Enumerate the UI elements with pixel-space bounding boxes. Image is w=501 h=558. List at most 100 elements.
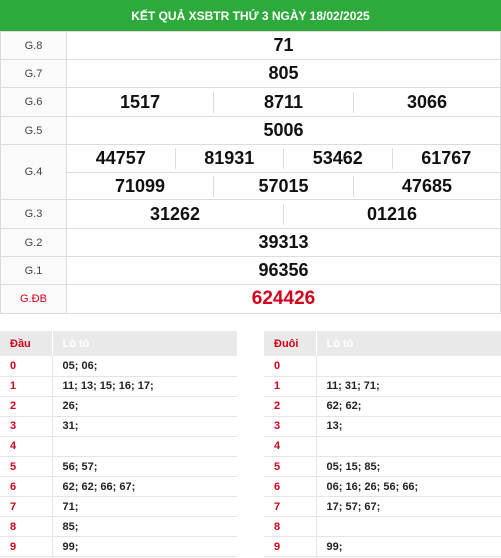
loto-key: 7 <box>264 496 317 518</box>
loto-row: 4 <box>264 436 501 457</box>
loto-row: 9 99; <box>264 536 501 558</box>
loto-values: 05; 15; 85; <box>316 456 501 478</box>
loto-values: 26; <box>52 396 237 417</box>
loto-header: Lô tô <box>315 331 501 356</box>
prize-label: G.6 <box>0 87 67 117</box>
loto-values: 62; 62; 66; 67; <box>52 476 237 498</box>
loto-row: 8 85; <box>0 516 237 538</box>
prize-row-g6: G.6 1517 8711 3066 <box>0 87 501 117</box>
loto-row: 1 11; 13; 15; 16; 17; <box>0 376 237 397</box>
loto-values: 06; 16; 26; 56; 66; <box>316 476 501 498</box>
prize-number: 01216 <box>366 203 418 224</box>
loto-row: 5 05; 15; 85; <box>264 456 501 478</box>
prize-number: 96356 <box>258 260 309 280</box>
loto-values: 17; 57; 67; <box>316 496 501 518</box>
loto-values: 85; <box>52 516 237 538</box>
prize-number: 8711 <box>263 91 304 112</box>
loto-key: 8 <box>264 516 317 538</box>
loto-key: 6 <box>264 476 317 498</box>
loto-key: 7 <box>0 496 53 518</box>
dau-header: Đầu <box>0 331 52 356</box>
loto-row: 7 17; 57; 67; <box>264 496 501 518</box>
prize-label: G.4 <box>0 144 67 200</box>
prize-row-g8: G.8 71 <box>0 31 501 60</box>
loto-key: 4 <box>0 436 53 457</box>
loto-row: 8 <box>264 516 501 538</box>
loto-key: 3 <box>264 416 317 437</box>
loto-values <box>316 356 501 377</box>
loto-values: 56; 57; <box>52 456 237 478</box>
prize-number: 47685 <box>401 175 452 196</box>
loto-key: 9 <box>264 536 317 558</box>
prize-row-g3: G.3 31262 01216 <box>0 199 501 229</box>
loto-key: 1 <box>264 376 317 397</box>
loto-row: 0 05; 06; <box>0 356 237 377</box>
prize-label: G.3 <box>0 199 67 229</box>
loto-row: 2 62; 62; <box>264 396 501 417</box>
prize-label: G.2 <box>0 228 67 257</box>
prize-number: 71 <box>273 35 294 55</box>
loto-key: 3 <box>0 416 53 437</box>
prize-label-special: G.ĐB <box>0 284 67 314</box>
prize-number: 3066 <box>406 91 447 112</box>
loto-key: 2 <box>0 396 53 417</box>
prize-row-g2: G.2 39313 <box>0 228 501 257</box>
loto-key: 0 <box>264 356 317 377</box>
loto-header: Lô tô <box>51 331 237 356</box>
loto-key: 5 <box>0 456 53 478</box>
loto-row: 7 71; <box>0 496 237 518</box>
prize-row-g4-second: 71099 57015 47685 <box>1 172 501 200</box>
loto-values: 11; 13; 15; 16; 17; <box>52 376 237 397</box>
loto-row: 3 31; <box>0 416 237 437</box>
loto-key: 1 <box>0 376 53 397</box>
loto-key: 2 <box>264 396 317 417</box>
prize-label: G.8 <box>0 31 67 60</box>
prize-number: 805 <box>268 63 299 83</box>
loto-duoi-table: Đuôi Lô tô 0 1 11; 31; 71; 2 62; 62; 3 13; 4 5 05… <box>264 331 501 558</box>
prize-number: 44757 <box>95 148 146 168</box>
prize-number: 53462 <box>312 148 363 168</box>
prize-number: 57015 <box>258 175 309 196</box>
loto-row: 9 99; <box>0 536 237 558</box>
loto-values: 31; <box>52 416 237 437</box>
loto-values: 13; <box>316 416 501 437</box>
prize-label: G.5 <box>0 116 67 145</box>
loto-values <box>316 516 501 538</box>
prize-row-g7: G.7 805 <box>0 59 501 88</box>
loto-values: 99; <box>316 536 501 558</box>
loto-key: 4 <box>264 436 317 457</box>
loto-values: 11; 31; 71; <box>316 376 501 397</box>
loto-values <box>316 436 501 457</box>
results-title: KẾT QUẢ XSBTR THỨ 3 NGÀY 18/02/2025 <box>0 0 501 31</box>
loto-key: 6 <box>0 476 53 498</box>
loto-section: Đầu Lô tô 0 05; 06; 1 11; 13; 15; 16; 17; 2 2… <box>0 331 501 558</box>
loto-row: 1 11; 31; 71; <box>264 376 501 397</box>
prize-number: 71099 <box>115 175 166 196</box>
loto-values: 05; 06; <box>52 356 237 377</box>
special-prize-number: 624426 <box>251 288 316 309</box>
loto-row: 3 13; <box>264 416 501 437</box>
duoi-header: Đuôi <box>264 331 316 356</box>
prize-label: G.1 <box>0 256 67 285</box>
loto-values <box>52 436 237 457</box>
loto-row: 4 <box>0 436 237 457</box>
loto-values: 71; <box>52 496 237 518</box>
prize-label: G.7 <box>0 59 67 88</box>
prize-number: 5006 <box>263 120 304 140</box>
prize-row-special: G.ĐB 624426 <box>0 284 501 314</box>
loto-row: 6 06; 16; 26; 56; 66; <box>264 476 501 498</box>
loto-key: 9 <box>0 536 53 558</box>
prize-row-g4: G.4 44757 81931 53462 61767 <box>0 144 501 200</box>
loto-row: 0 <box>264 356 501 377</box>
loto-values: 62; 62; <box>316 396 501 417</box>
loto-dau-table: Đầu Lô tô 0 05; 06; 1 11; 13; 15; 16; 17; 2 2… <box>0 331 237 558</box>
loto-key: 5 <box>264 456 317 478</box>
prize-number: 1517 <box>120 91 161 112</box>
prize-number: 39313 <box>258 232 309 252</box>
loto-key: 8 <box>0 516 53 538</box>
prize-row-g5: G.5 5006 <box>0 116 501 145</box>
loto-row: 6 62; 62; 66; 67; <box>0 476 237 498</box>
loto-values: 99; <box>52 536 237 558</box>
prize-row-g1: G.1 96356 <box>0 256 501 285</box>
prize-number: 81931 <box>204 148 255 168</box>
